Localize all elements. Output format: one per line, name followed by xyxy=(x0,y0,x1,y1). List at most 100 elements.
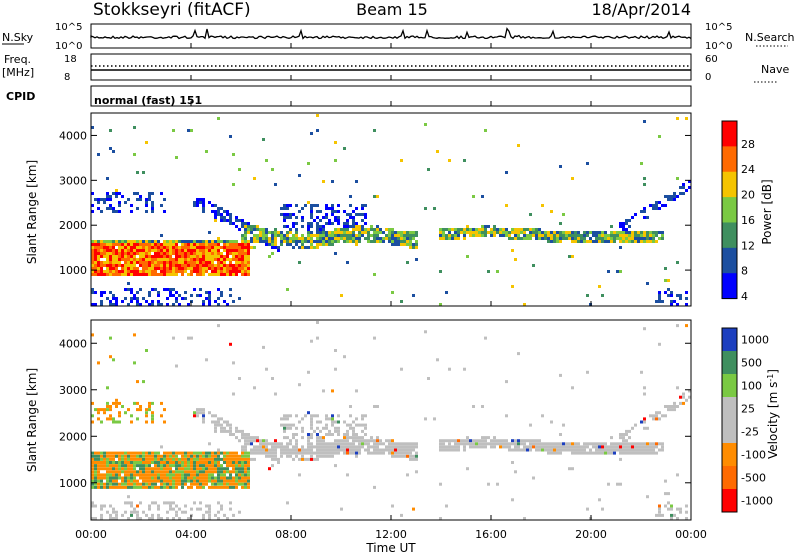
velocity-cell xyxy=(154,451,157,455)
power-cell xyxy=(508,237,511,240)
power-cell xyxy=(670,198,673,201)
power-cell xyxy=(163,288,166,291)
velocity-cell xyxy=(130,451,133,455)
velocity-cell xyxy=(595,451,598,455)
power-cell xyxy=(229,135,232,138)
velocity-cell xyxy=(112,358,115,362)
velocity-cell xyxy=(631,451,634,455)
power-cell xyxy=(550,234,553,237)
power-cell xyxy=(118,204,121,207)
power-cell xyxy=(286,288,289,291)
velocity-cell xyxy=(400,451,403,455)
velocity-cell xyxy=(439,439,442,443)
power-cell xyxy=(409,240,412,243)
velocity-cell xyxy=(217,324,220,328)
power-cell xyxy=(214,204,217,207)
power-cell xyxy=(244,258,247,261)
velocity-cell xyxy=(634,445,637,449)
power-cell xyxy=(580,240,583,243)
power-cell xyxy=(307,234,310,237)
velocity-cell xyxy=(154,461,157,464)
power-cell xyxy=(316,210,319,213)
velocity-cell xyxy=(331,420,334,424)
power-cell xyxy=(217,240,220,243)
power-cell xyxy=(337,216,340,219)
velocity-cell xyxy=(100,513,103,517)
power-cell xyxy=(373,129,376,132)
power-cell xyxy=(661,204,664,207)
power-cell xyxy=(136,267,139,270)
power-cell xyxy=(220,267,223,270)
velocity-cell xyxy=(163,408,166,412)
power-cell xyxy=(373,240,376,243)
velocity-cell xyxy=(322,439,325,443)
power-cell xyxy=(163,273,166,276)
velocity-cell xyxy=(586,507,589,511)
velocity-cell xyxy=(184,473,187,477)
power-cell xyxy=(91,288,94,291)
velocity-cell xyxy=(337,420,340,424)
velocity-colorbar-segment xyxy=(722,443,737,467)
velocity-cell xyxy=(343,445,346,449)
velocity-cell xyxy=(229,429,232,433)
power-cell xyxy=(199,246,202,249)
power-cell xyxy=(532,231,535,234)
power-cell xyxy=(319,225,322,228)
velocity-cell xyxy=(298,383,301,387)
velocity-cell xyxy=(241,467,244,471)
power-cell xyxy=(283,207,286,210)
velocity-cell xyxy=(634,448,637,452)
velocity-cell xyxy=(643,442,646,446)
power-cell xyxy=(139,258,142,261)
velocity-cell xyxy=(91,461,94,464)
velocity-cell xyxy=(409,451,412,455)
velocity-cell xyxy=(115,464,118,468)
velocity-cell xyxy=(100,482,103,486)
velocity-cell xyxy=(244,439,247,443)
velocity-cell xyxy=(337,448,340,452)
velocity-colorbar-segment xyxy=(722,351,737,375)
power-cell xyxy=(661,234,664,237)
power-cell xyxy=(175,261,178,264)
velocity-cell xyxy=(388,448,391,452)
power-cell xyxy=(133,240,136,243)
power-cell xyxy=(547,234,550,237)
velocity-cell xyxy=(664,414,667,418)
velocity-cell xyxy=(220,451,223,455)
velocity-cell xyxy=(253,445,256,449)
velocity-cell xyxy=(562,423,565,427)
velocity-cell xyxy=(217,448,220,452)
power-cell xyxy=(658,231,661,234)
velocity-cell xyxy=(217,457,220,461)
power-cell xyxy=(325,237,328,240)
power-cell xyxy=(364,222,367,225)
power-cell xyxy=(307,240,310,243)
power-cell xyxy=(619,270,622,273)
velocity-cell xyxy=(307,445,310,449)
velocity-cell xyxy=(265,448,268,452)
velocity-cell xyxy=(181,485,184,489)
power-cell xyxy=(670,291,673,294)
velocity-cell xyxy=(541,448,544,452)
velocity-cell xyxy=(112,510,115,514)
power-cell xyxy=(619,234,622,237)
power-cell xyxy=(217,243,220,246)
velocity-cell xyxy=(595,442,598,446)
velocity-cell xyxy=(181,454,184,458)
velocity-cell xyxy=(112,517,115,520)
power-cell xyxy=(127,270,130,273)
velocity-cell xyxy=(136,457,139,461)
velocity-cell xyxy=(649,414,652,418)
velocity-cell xyxy=(106,408,109,412)
velocity-cell xyxy=(349,448,352,452)
velocity-cell xyxy=(346,451,349,455)
power-cell xyxy=(214,300,217,303)
velocity-cell xyxy=(100,473,103,477)
power-cell xyxy=(307,237,310,240)
power-cell xyxy=(94,291,97,294)
velocity-cell xyxy=(571,451,574,455)
velocity-cell xyxy=(679,507,682,511)
power-cell xyxy=(91,210,94,213)
velocity-cell xyxy=(232,451,235,455)
power-cell xyxy=(391,243,394,246)
